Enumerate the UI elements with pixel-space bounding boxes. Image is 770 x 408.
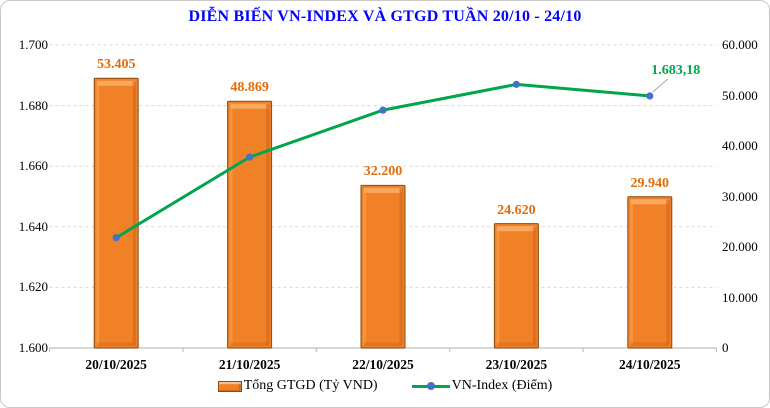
- legend-label-vnindex: VN-Index (Điểm): [451, 378, 553, 393]
- bar-22/10/2025: [360, 184, 406, 349]
- bar-23/10/2025: [493, 223, 539, 349]
- legend-item-gtgd: Tổng GTGD (Tỷ VND): [217, 378, 378, 394]
- bar-21/10/2025: [227, 100, 273, 349]
- x-axis-line: [48, 347, 718, 352]
- legend: Tổng GTGD (Tỷ VND) VN-Index (Điểm): [1, 378, 769, 394]
- chart-title: DIỄN BIẾN VN-INDEX VÀ GTGD TUẦN 20/10 - …: [188, 8, 582, 25]
- legend-item-vnindex: VN-Index (Điểm): [411, 378, 553, 394]
- line-swatch-icon: [411, 382, 450, 391]
- bar-swatch-icon: [217, 380, 242, 392]
- leader-line: [652, 78, 669, 93]
- legend-label-gtgd: Tổng GTGD (Tỷ VND): [243, 378, 378, 393]
- bars: [93, 77, 673, 349]
- line-markers: [112, 80, 654, 242]
- bar-24/10/2025: [627, 196, 673, 349]
- bar-20/10/2025: [93, 77, 139, 349]
